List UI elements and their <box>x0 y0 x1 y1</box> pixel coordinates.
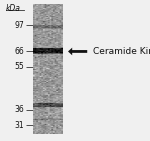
Text: 66: 66 <box>14 47 24 56</box>
Text: 97: 97 <box>14 21 24 30</box>
Text: Ceramide Kinase: Ceramide Kinase <box>93 47 150 56</box>
Text: 36: 36 <box>14 105 24 114</box>
Text: kDa: kDa <box>6 4 21 13</box>
Text: 55: 55 <box>14 62 24 71</box>
Text: 31: 31 <box>14 121 24 130</box>
